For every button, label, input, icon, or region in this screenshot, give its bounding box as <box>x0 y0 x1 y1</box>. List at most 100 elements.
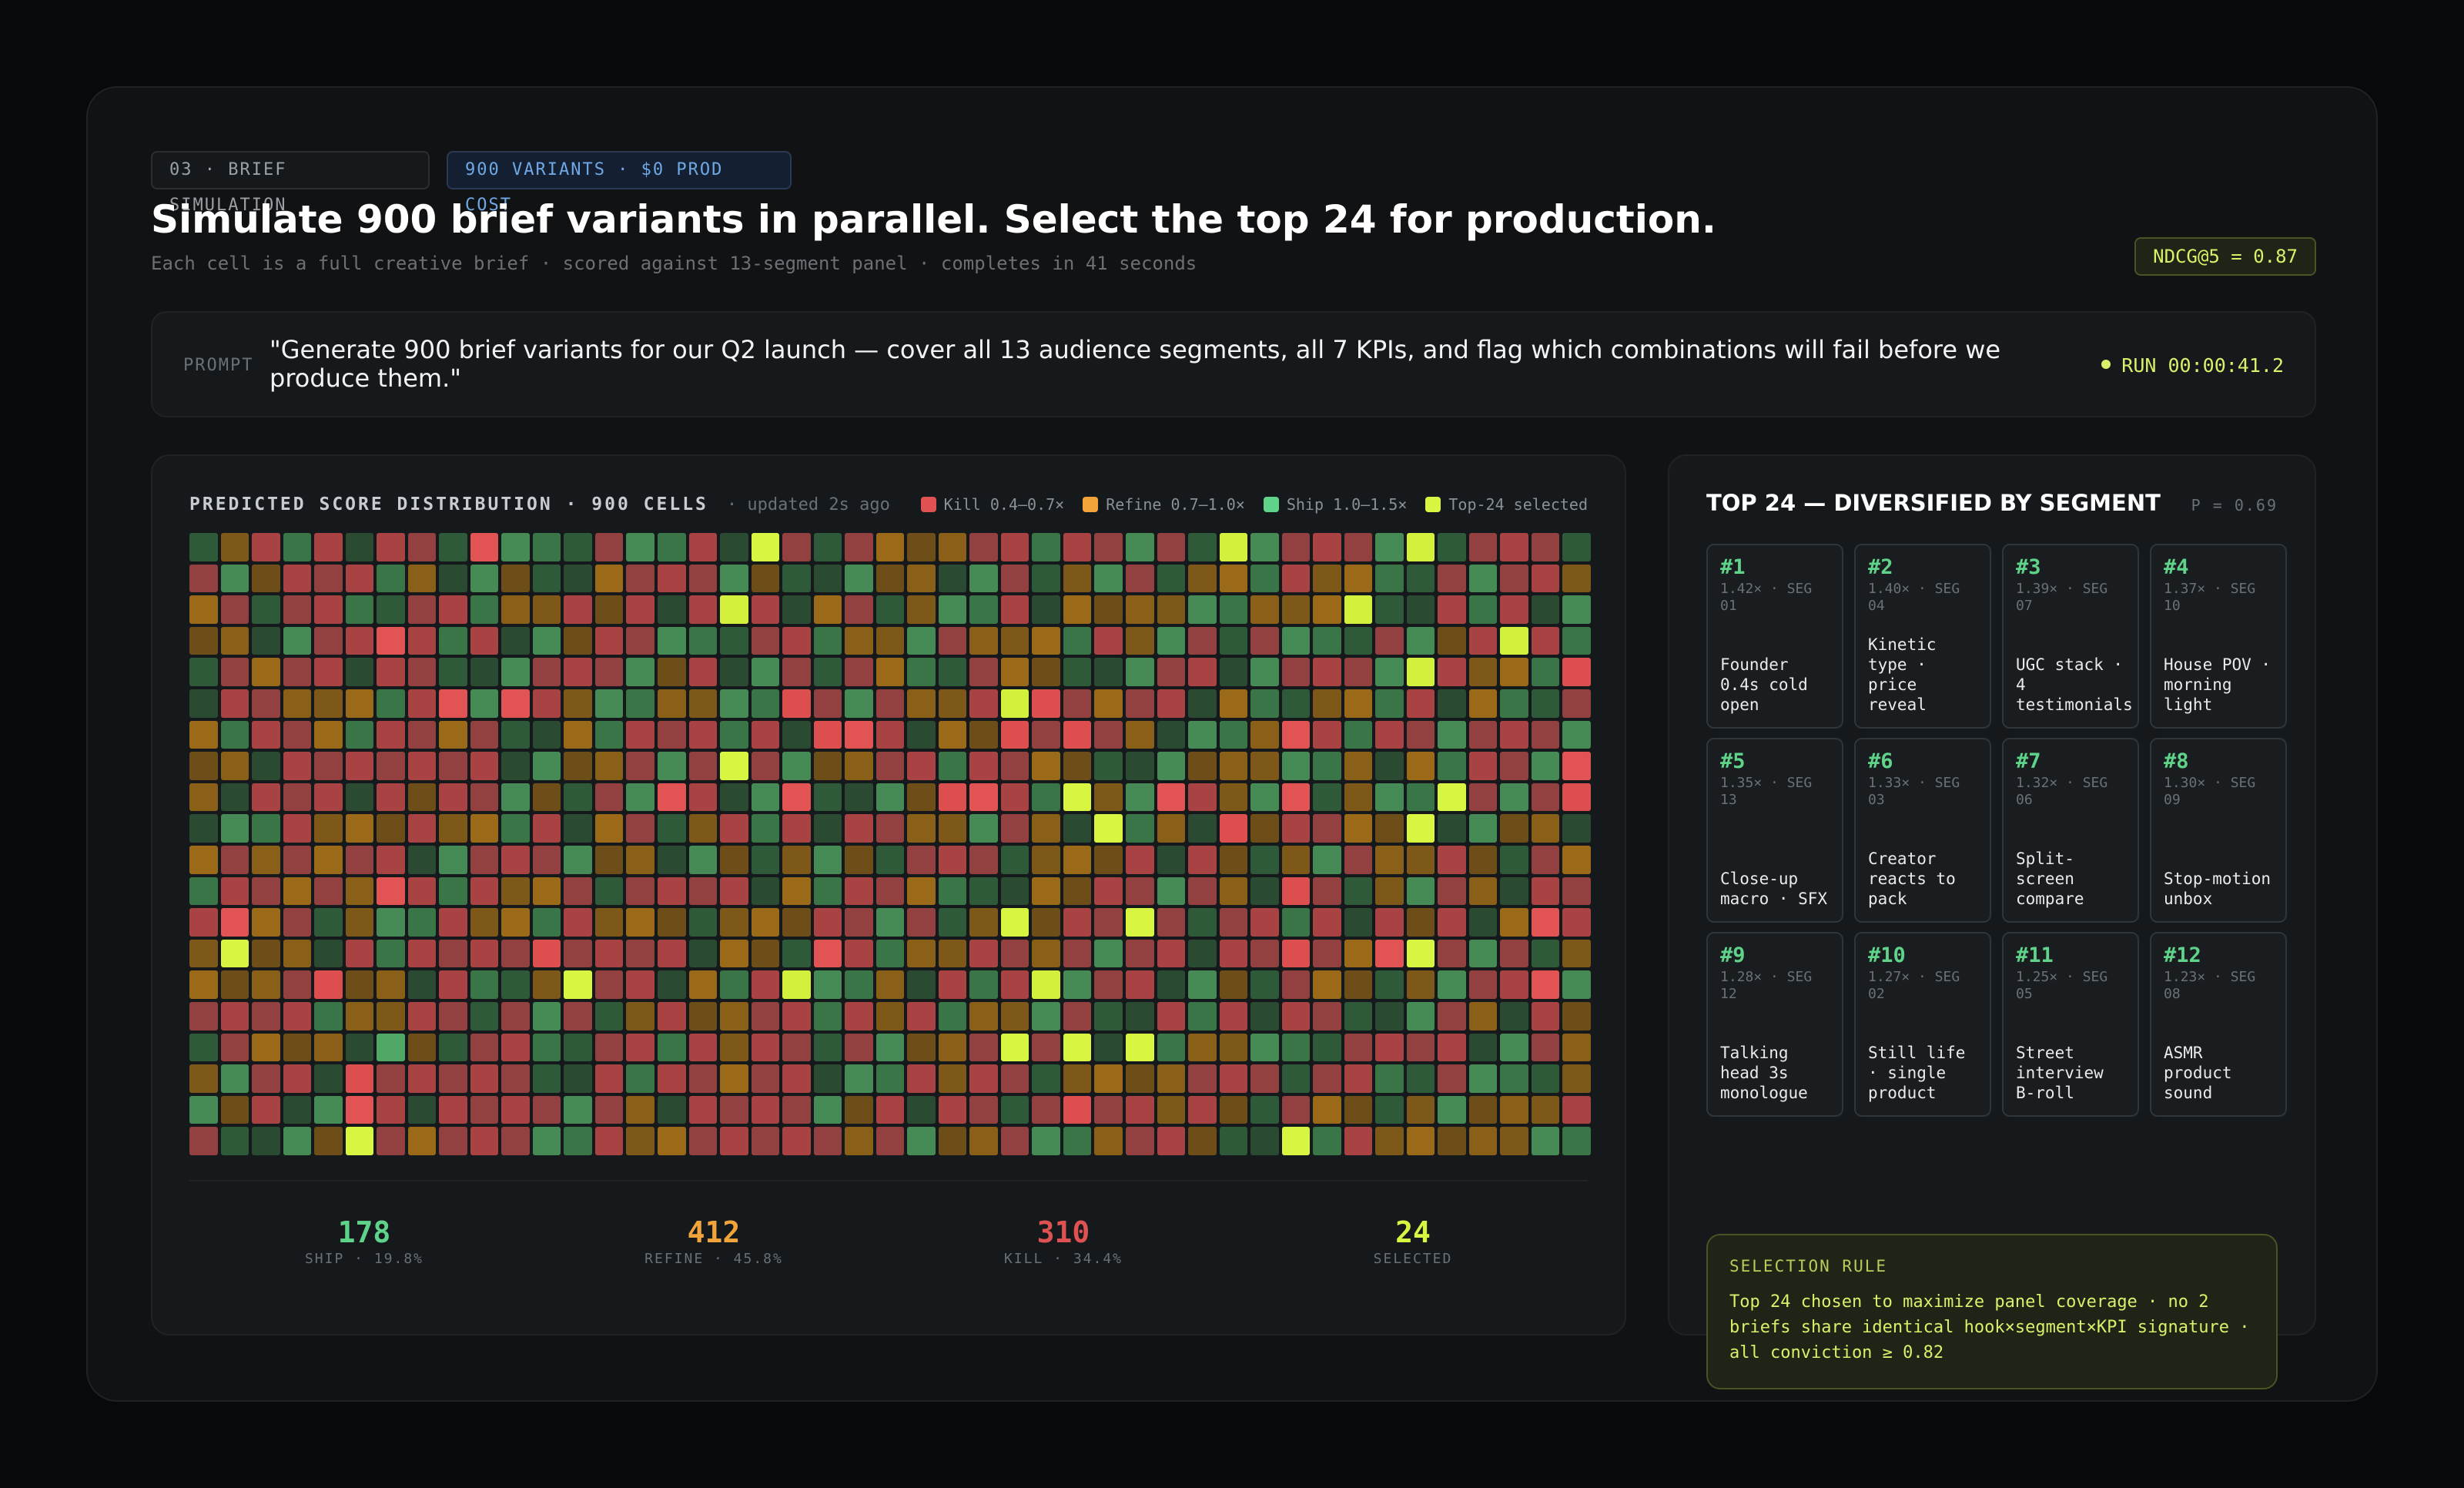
refine-cell <box>1063 595 1092 624</box>
kill-cell <box>345 845 374 874</box>
kill-cell <box>532 845 561 874</box>
score-distribution-panel: PREDICTED SCORE DISTRIBUTION · 900 CELLS… <box>151 454 1626 1336</box>
kill-cell <box>688 752 718 780</box>
ship-cell <box>283 533 312 561</box>
kill-cell <box>189 564 218 593</box>
ship-cell <box>1188 970 1217 999</box>
ship-cell <box>1406 876 1435 906</box>
refine-cell <box>1000 658 1029 686</box>
top-brief-tile[interactable]: #8 1.30× · SEG 09 Stop-motion unbox <box>2150 738 2287 923</box>
kill-cell <box>688 564 718 593</box>
ship-cell <box>1250 1033 1279 1062</box>
kill-cell <box>720 1095 748 1124</box>
kill-cell <box>657 564 686 593</box>
ship-cell <box>407 845 437 874</box>
legend-label: Ship 1.0–1.5× <box>1286 495 1408 514</box>
kill-cell <box>1000 595 1029 624</box>
refine-cell <box>252 939 280 968</box>
kill-cell <box>594 1127 624 1155</box>
ship-cell <box>1468 595 1498 624</box>
kill-cell <box>1281 876 1311 906</box>
top-brief-tile[interactable]: #9 1.28× · SEG 12 Talking head 3s monologu… <box>1706 932 1843 1117</box>
kill-cell <box>377 752 405 780</box>
ship-cell <box>1344 876 1373 906</box>
kill-cell <box>377 658 405 686</box>
top-brief-tile[interactable]: #1 1.42× · SEG 01 Founder 0.4s cold open <box>1706 544 1843 729</box>
refine-cell <box>907 595 936 624</box>
tile-rank: #4 <box>2164 555 2189 579</box>
selected-cell <box>1000 908 1029 937</box>
refine-cell <box>657 908 686 937</box>
ship-cell <box>938 564 967 593</box>
kill-cell <box>1125 564 1154 593</box>
tile-meta: 1.37× · SEG 10 <box>2164 581 2256 614</box>
ship-cell <box>1188 908 1217 937</box>
kill-cell <box>1531 783 1560 812</box>
selected-cell <box>720 595 748 624</box>
selected-cell <box>720 752 748 780</box>
kill-cell <box>564 1001 592 1031</box>
ship-cell <box>407 970 437 999</box>
kill-cell <box>1438 1064 1466 1093</box>
top-brief-tile[interactable]: #2 1.40× · SEG 04 Kinetic type · price rev… <box>1854 544 1991 729</box>
kill-cell <box>626 814 654 843</box>
kill-cell <box>1468 783 1498 812</box>
legend-item: Top-24 selected <box>1425 495 1588 514</box>
score-heatmap <box>189 533 1591 1155</box>
kill-cell <box>564 876 592 906</box>
ship-cell <box>439 658 467 686</box>
top-brief-tile[interactable]: #11 1.25× · SEG 05 Street interview B-roll <box>2002 932 2139 1117</box>
top-brief-tile[interactable]: #12 1.23× · SEG 08 ASMR product sound <box>2150 932 2287 1117</box>
top-brief-tile[interactable]: #4 1.37× · SEG 10 House POV · morning ligh… <box>2150 544 2287 729</box>
ship-cell <box>1032 533 1060 561</box>
prompt-text: "Generate 900 brief variants for our Q2 … <box>270 335 2001 393</box>
refine-cell <box>1094 689 1123 718</box>
top-brief-tile[interactable]: #10 1.27× · SEG 02 Still life · single pro… <box>1854 932 1991 1117</box>
ship-cell <box>1094 1033 1123 1062</box>
refine-cell <box>1313 564 1341 593</box>
kill-cell <box>1000 939 1029 968</box>
ship-cell <box>1500 845 1528 874</box>
selected-cell <box>782 970 811 999</box>
ship-cell <box>1063 1127 1092 1155</box>
ship-cell <box>532 752 561 780</box>
ship-cell <box>532 1127 561 1155</box>
refine-cell <box>314 814 343 843</box>
kill-cell <box>1094 908 1123 937</box>
ship-cell <box>189 689 218 718</box>
kill-cell <box>189 1001 218 1031</box>
kill-cell <box>1063 1095 1092 1124</box>
kill-cell <box>377 1127 405 1155</box>
refine-cell <box>813 595 842 624</box>
top-brief-tile[interactable]: #7 1.32× · SEG 06 Split-screen compare <box>2002 738 2139 923</box>
top-brief-tile[interactable]: #6 1.33× · SEG 03 Creator reacts to pack <box>1854 738 1991 923</box>
stat-block: 24 SELECTED <box>1238 1215 1588 1277</box>
kill-cell <box>1438 845 1466 874</box>
ship-cell <box>1281 626 1311 655</box>
tile-rank: #2 <box>1868 555 1893 579</box>
kill-cell <box>252 1064 280 1093</box>
refine-cell <box>688 814 718 843</box>
kill-cell <box>626 720 654 749</box>
kill-cell <box>1094 533 1123 561</box>
selected-cell <box>1125 1033 1154 1062</box>
kill-cell <box>1375 720 1404 749</box>
refine-cell <box>1468 1095 1498 1124</box>
stat-value: 24 <box>1395 1215 1431 1249</box>
ship-cell <box>252 814 280 843</box>
refine-cell <box>345 689 374 718</box>
divider <box>189 1180 1588 1181</box>
kill-cell <box>252 720 280 749</box>
refine-cell <box>532 970 561 999</box>
top-brief-tile[interactable]: #3 1.39× · SEG 07 UGC stack · 4 testimonia… <box>2002 544 2139 729</box>
kill-cell <box>1157 689 1186 718</box>
ship-cell <box>314 939 343 968</box>
ship-cell <box>875 1033 905 1062</box>
kill-cell <box>813 939 842 968</box>
refine-cell <box>657 658 686 686</box>
refine-cell <box>1094 1127 1123 1155</box>
tile-rank: #9 <box>1720 943 1746 967</box>
top-brief-tile[interactable]: #5 1.35× · SEG 13 Close-up macro · SFX <box>1706 738 1843 923</box>
ship-cell <box>1562 626 1591 655</box>
ship-cell <box>1500 1001 1528 1031</box>
